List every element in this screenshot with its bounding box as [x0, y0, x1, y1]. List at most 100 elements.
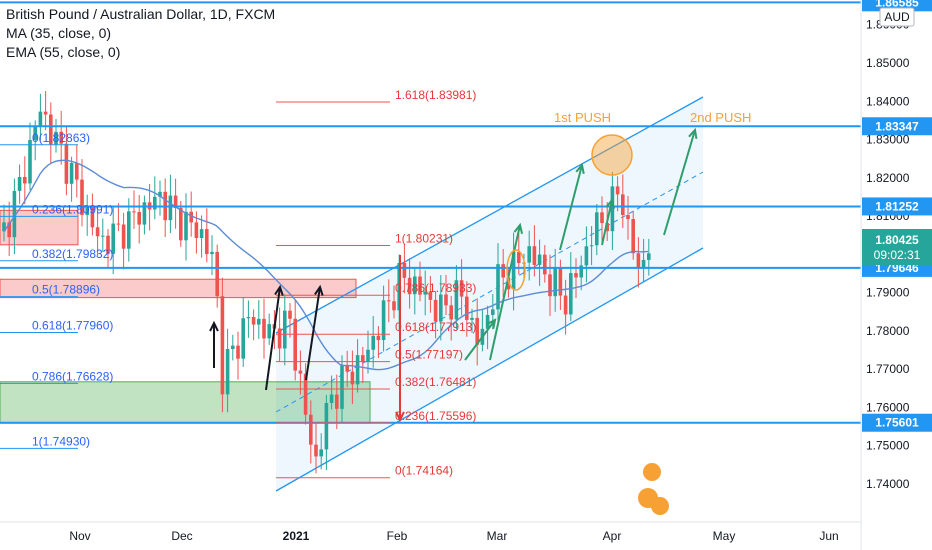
price-tick-label: 1.75000: [866, 439, 910, 453]
candle-body: [28, 140, 32, 184]
candle-body: [33, 126, 37, 141]
candle-body: [23, 176, 27, 184]
candle-body: [241, 318, 245, 359]
candle-body: [444, 294, 448, 306]
candle-body: [600, 212, 604, 224]
candle-body: [626, 214, 630, 220]
highlight-ellipse: [506, 249, 526, 291]
ma-line[interactable]: [3, 159, 649, 371]
candle-body: [605, 223, 609, 232]
candle-body: [49, 114, 53, 145]
candle-body: [319, 449, 323, 457]
up-arrow-2-head: [274, 284, 284, 296]
candle-body: [418, 276, 422, 295]
candle-body: [142, 202, 147, 225]
candle-body: [345, 365, 349, 372]
price-level-tag: [862, 0, 932, 12]
event-badges[interactable]: [638, 463, 669, 515]
candle-body: [506, 277, 511, 290]
candle-body: [153, 196, 157, 210]
currency-badge[interactable]: [879, 7, 915, 27]
candle-body: [511, 252, 516, 290]
candle-body: [298, 370, 303, 374]
candle-body: [69, 162, 74, 184]
price-level-value: 1.75601: [875, 416, 919, 430]
candle-body: [95, 227, 100, 237]
candle-body: [428, 291, 433, 300]
small-up-arrow-3: [601, 199, 613, 246]
symbol-title: British Pound / Australian Dollar, 1D, F…: [6, 6, 276, 22]
channel-fill: [276, 97, 703, 491]
fib-right-label: 0.618(1.77913): [395, 320, 476, 334]
candle-body: [407, 277, 412, 295]
price-tick-label: 1.82000: [866, 171, 910, 185]
channel-upper-line[interactable]: [275, 96, 704, 334]
candle-body: [85, 206, 89, 215]
up-arrow-2: [265, 286, 281, 391]
candle-body: [210, 251, 214, 255]
fib-right-label: 1.618(1.83981): [395, 88, 476, 102]
candle-body: [303, 373, 308, 415]
candle-body: [168, 195, 173, 221]
candle-body: [595, 212, 599, 246]
price-axis: 1.860001.850001.840001.830001.820001.810…: [866, 18, 910, 491]
candle-body: [246, 316, 251, 319]
candle-body: [361, 355, 365, 363]
ma-indicator-label[interactable]: MA (35, close, 0): [6, 25, 112, 41]
arrows: [209, 127, 698, 423]
first-push-arrow: [559, 164, 583, 251]
candle-body: [17, 176, 22, 191]
candle-body: [548, 274, 552, 297]
last-price-tag: 1.80425 09:02:31: [862, 229, 932, 265]
candle-body: [392, 301, 396, 311]
price-level-tag: [862, 197, 932, 216]
highlight-circle: [591, 134, 633, 176]
fib-left-label: 0.236(1.80991): [32, 202, 113, 216]
candle-body: [439, 294, 443, 322]
candle-body: [236, 345, 240, 359]
currency-label: AUD: [884, 10, 910, 24]
up-arrow-3: [305, 286, 321, 381]
small-up-arrow-3-head: [605, 197, 616, 209]
candle-body: [173, 195, 178, 208]
moving-averages: [3, 159, 649, 371]
candle-body: [251, 316, 256, 325]
up-arrow-3-head: [314, 284, 324, 296]
last-price-value: 1.80425: [875, 233, 919, 247]
candle-body: [621, 194, 625, 215]
candle-body: [485, 314, 490, 329]
small-up-arrow-1-head: [486, 318, 497, 330]
time-tick-label: Mar: [487, 529, 508, 543]
candle-body: [465, 296, 469, 320]
first-push-arrow-head: [575, 162, 585, 175]
time-axis: Nov Dec 2021 Feb Mar Apr May Jun: [69, 529, 838, 543]
candle-body: [496, 264, 500, 310]
candle-body: [532, 246, 537, 265]
candle-body: [75, 162, 79, 180]
candle-body: [116, 223, 121, 225]
candle-body: [199, 229, 204, 239]
fib-left-label: 0(1.82863): [32, 131, 90, 145]
price-tick-label: 1.84000: [866, 94, 910, 108]
channel-lower-line[interactable]: [275, 247, 704, 492]
candle-body: [64, 143, 69, 184]
price-level-value: 1.81252: [875, 199, 919, 213]
candle-body: [314, 444, 318, 457]
candle-body: [527, 246, 531, 263]
candle-body: [267, 324, 271, 339]
price-levels: [0, 1, 861, 424]
candle-body: [215, 251, 219, 297]
candle-body: [433, 299, 438, 322]
price-level-tag: [862, 117, 932, 136]
candle-body: [366, 349, 370, 363]
candle-body: [293, 318, 297, 371]
fib-right-label: 0.236(1.75596): [395, 409, 476, 423]
candle-body: [121, 224, 126, 249]
candle-body: [194, 222, 199, 239]
fib-right-label: 1(1.80231): [395, 232, 453, 246]
candle-body: [371, 335, 375, 350]
small-up-arrow-2: [489, 224, 521, 361]
candle-body: [387, 300, 391, 302]
ema-indicator-label[interactable]: EMA (55, close, 0): [6, 44, 121, 60]
